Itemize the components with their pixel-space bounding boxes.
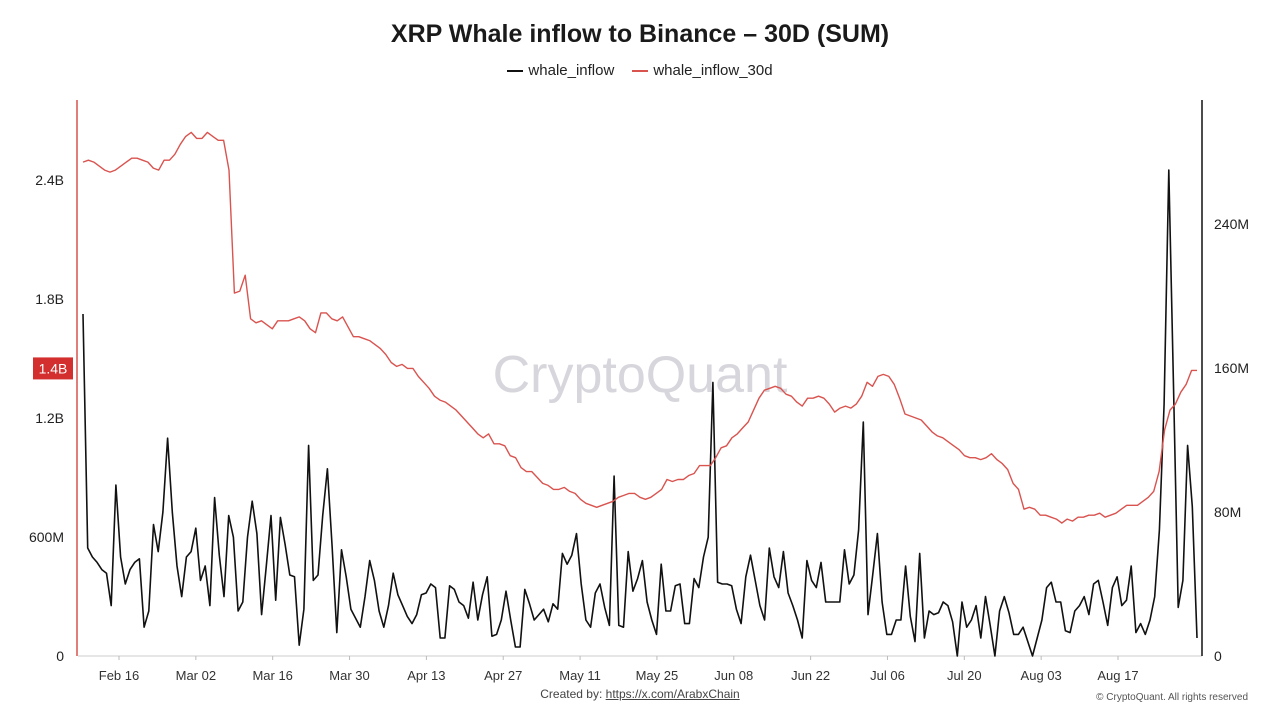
left-tick-label: 600M xyxy=(29,529,64,545)
x-tick-label: May 11 xyxy=(559,668,601,683)
series-line-whale-inflow-30d xyxy=(82,131,1197,524)
x-tick-label: Jul 06 xyxy=(870,668,905,683)
legend-label-whale-inflow-30d: whale_inflow_30d xyxy=(653,62,773,79)
right-tick-label: 80M xyxy=(1214,504,1241,520)
chart-title: XRP Whale inflow to Binance – 30D (SUM) xyxy=(390,20,890,48)
right-tick-label: 160M xyxy=(1214,360,1249,376)
series-line-whale-inflow xyxy=(82,169,1198,657)
left-tick-label: 1.2B xyxy=(35,410,64,426)
x-tick-label: Aug 03 xyxy=(1021,668,1062,683)
current-value-badge xyxy=(33,357,73,380)
right-tick-label: 240M xyxy=(1214,216,1249,232)
x-tick-label: Mar 02 xyxy=(176,668,216,683)
legend-swatch-whale-inflow xyxy=(507,69,524,72)
x-tick-label: Jun 08 xyxy=(714,668,753,683)
right-tick-label: 0 xyxy=(1214,648,1222,664)
x-tick-label: Aug 17 xyxy=(1097,668,1138,683)
legend-swatch-whale-inflow-30d xyxy=(632,69,649,72)
left-tick-label: 0 xyxy=(56,648,64,664)
copyright-text: © CryptoQuant. All rights reserved xyxy=(1096,692,1248,703)
x-tick-label: Mar 16 xyxy=(252,668,292,683)
current-value-label: 1.4B xyxy=(39,360,68,376)
x-tick-label: Mar 30 xyxy=(329,668,369,683)
left-tick-label: 2.4B xyxy=(35,172,64,188)
x-tick-label: Jul 20 xyxy=(947,668,982,683)
legend-item-whale-inflow-30d[interactable]: whale_inflow_30d xyxy=(632,62,773,79)
watermark: CryptoQuant xyxy=(493,346,788,404)
legend-label-whale-inflow: whale_inflow xyxy=(528,62,615,79)
legend-item-whale-inflow[interactable]: whale_inflow xyxy=(507,62,614,79)
legend: whale_inflow whale_inflow_30d xyxy=(0,62,1280,79)
x-tick-label: Jun 22 xyxy=(791,668,830,683)
x-tick-label: Apr 13 xyxy=(407,668,445,683)
x-tick-label: Apr 27 xyxy=(484,668,522,683)
created-by-label: Created by: xyxy=(540,687,603,701)
x-tick-label: May 25 xyxy=(636,668,679,683)
created-by-link[interactable]: https://x.com/ArabxChain xyxy=(605,687,740,701)
x-tick-label: Feb 16 xyxy=(99,668,139,683)
footer-credit: Created by: https://x.com/ArabxChain xyxy=(0,687,1280,701)
left-tick-label: 1.8B xyxy=(35,291,64,307)
